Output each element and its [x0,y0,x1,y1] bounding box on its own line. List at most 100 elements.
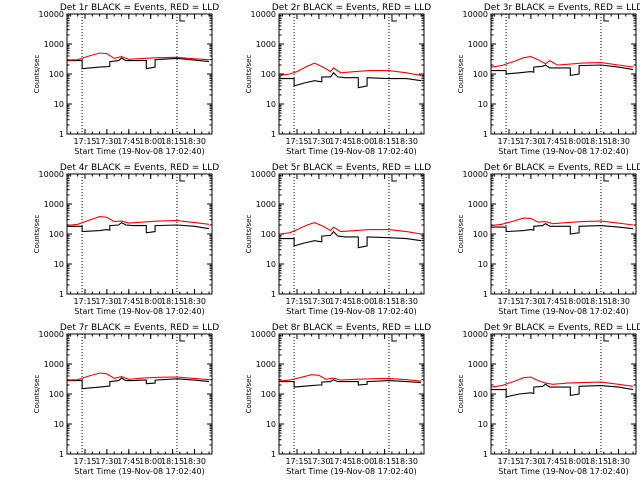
chart-panel: Det 6r BLACK = Events, RED = LLD 1 10 100 10… [457,163,640,316]
state-marker [603,15,609,22]
x-tick-label: 17:15 [285,137,308,146]
x-tick-label: 17:15 [73,457,96,466]
chart-panel: Det 5r BLACK = Events, RED = LLD 1 10 100 10… [245,163,431,316]
chart-panel: Det 3r BLACK = Events, RED = LLD 1 10 100 10… [457,3,640,156]
x-tick-label: 17:30 [519,297,542,306]
y-tick-label: 100 [473,390,488,399]
chart-panel: Det 2r BLACK = Events, RED = LLD 1 10 100 10… [245,3,431,156]
x-tick-label: 18:15 [373,137,396,146]
x-tick-label: 17:30 [95,457,118,466]
state-marker [603,335,609,342]
series-line-lld [491,56,634,68]
x-tick-label: 17:15 [497,297,520,306]
y-tick-label: 10000 [463,10,488,19]
x-tick-label: 18:30 [395,297,418,306]
x-tick-label: 17:45 [117,457,140,466]
chart-panel: Det 9r BLACK = Events, RED = LLD 1 10 100 10… [457,323,640,476]
y-tick-label: 10 [54,100,64,109]
x-tick-label: 18:00 [351,297,374,306]
axes-frame [490,333,637,455]
x-tick-label: 18:30 [183,457,206,466]
x-tick-label: 17:15 [285,297,308,306]
x-tick-label: 18:15 [161,457,184,466]
y-tick-label: 10000 [39,10,64,19]
chart-panel: Det 7r BLACK = Events, RED = LLD 1 10 100 10… [33,323,219,476]
y-axis-label: Counts/sec [457,55,465,94]
state-marker [179,175,185,182]
x-tick-label: 18:30 [183,137,206,146]
x-tick-label: 18:30 [183,297,206,306]
x-tick-label: 17:15 [497,457,520,466]
x-tick-label: 17:15 [497,137,520,146]
x-tick-label: 18:00 [139,137,162,146]
chart-title: Det 5r BLACK = Events, RED = LLD [272,163,431,173]
chart-title: Det 7r BLACK = Events, RED = LLD [60,323,219,333]
x-tick-label: 17:15 [73,297,96,306]
y-tick-label: 1 [59,130,64,139]
x-tick-label: 17:15 [73,137,96,146]
y-tick-label: 10 [266,420,276,429]
x-tick-label: 18:30 [395,457,418,466]
axes-frame [490,173,637,295]
x-tick-label: 17:30 [519,137,542,146]
y-tick-label: 1 [483,290,488,299]
y-tick-label: 10000 [463,170,488,179]
x-tick-label: 17:30 [307,297,330,306]
y-tick-label: 1 [59,450,64,459]
series-line-events [491,223,634,235]
x-axis-label: Start Time (19-Nov-08 17:02:40) [286,307,416,316]
x-tick-label: 17:45 [117,297,140,306]
x-tick-label: 17:45 [541,297,564,306]
x-tick-label: 18:00 [563,297,586,306]
y-tick-label: 10 [478,260,488,269]
chart-title: Det 1r BLACK = Events, RED = LLD [60,3,219,13]
x-tick-label: 18:30 [607,137,630,146]
y-tick-label: 100 [49,230,64,239]
x-tick-label: 17:45 [541,137,564,146]
y-tick-label: 1000 [256,360,276,369]
y-tick-label: 1000 [44,40,64,49]
x-tick-label: 18:30 [395,137,418,146]
x-tick-label: 17:30 [519,457,542,466]
y-tick-label: 100 [261,390,276,399]
y-axis-label: Counts/sec [33,375,41,414]
x-tick-label: 17:45 [329,297,352,306]
x-tick-label: 18:15 [373,457,396,466]
state-marker [603,175,609,182]
axes-frame [490,13,637,135]
x-tick-label: 18:00 [139,297,162,306]
chart-title: Det 2r BLACK = Events, RED = LLD [272,3,431,13]
y-tick-label: 10000 [39,170,64,179]
y-tick-label: 10 [266,260,276,269]
axes-frame [66,173,213,295]
chart-title: Det 8r BLACK = Events, RED = LLD [272,323,431,333]
x-axis-label: Start Time (19-Nov-08 17:02:40) [74,307,204,316]
x-axis-label: Start Time (19-Nov-08 17:02:40) [498,147,628,156]
y-tick-label: 10000 [251,170,276,179]
x-axis-label: Start Time (19-Nov-08 17:02:40) [498,467,628,476]
x-axis-label: Start Time (19-Nov-08 17:02:40) [74,147,204,156]
y-tick-label: 10 [266,100,276,109]
y-axis-label: Counts/sec [457,215,465,254]
y-tick-label: 10000 [251,330,276,339]
x-tick-label: 17:45 [329,457,352,466]
y-tick-label: 1 [271,450,276,459]
axes-frame [66,13,213,135]
y-tick-label: 1 [271,130,276,139]
x-tick-label: 17:45 [329,137,352,146]
y-tick-label: 1000 [44,360,64,369]
y-tick-label: 10 [478,420,488,429]
x-tick-label: 17:30 [95,297,118,306]
y-tick-label: 100 [261,70,276,79]
chart-title: Det 6r BLACK = Events, RED = LLD [484,163,640,173]
y-axis-label: Counts/sec [245,375,253,414]
y-tick-label: 10000 [251,10,276,19]
y-tick-label: 10 [54,260,64,269]
series-line-lld [279,62,422,76]
x-tick-label: 18:00 [139,457,162,466]
x-tick-label: 18:00 [563,137,586,146]
chart-title: Det 9r BLACK = Events, RED = LLD [484,323,640,333]
chart-title: Det 3r BLACK = Events, RED = LLD [484,3,640,13]
